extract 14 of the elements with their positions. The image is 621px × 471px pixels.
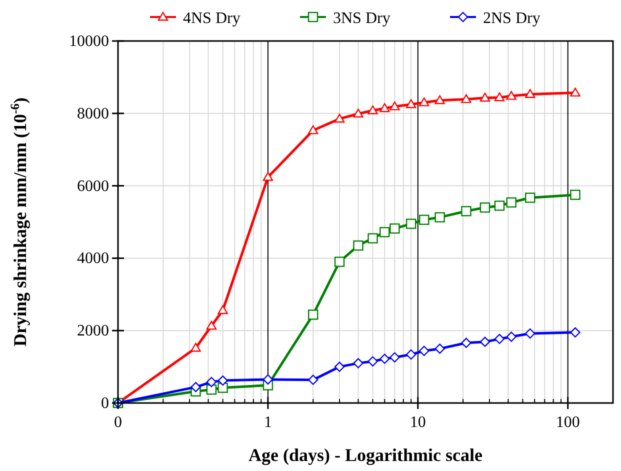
y-tick-label: 10000 xyxy=(69,33,109,50)
legend-label: 4NS Dry xyxy=(183,10,240,27)
legend-label: 2NS Dry xyxy=(483,10,540,27)
legend-label: 3NS Dry xyxy=(333,10,390,27)
y-tick-label: 4000 xyxy=(77,250,109,268)
x-tick-label: 1 xyxy=(264,414,272,431)
y-tick-label: 6000 xyxy=(77,178,109,195)
x-tick-label: 100 xyxy=(556,414,580,431)
x-tick-label: 10 xyxy=(410,414,426,431)
y-tick-label: 2000 xyxy=(77,322,109,340)
x-axis-title: Age (days) - Logarithmic scale xyxy=(248,445,482,465)
x-tick-label: 0 xyxy=(114,414,122,431)
y-tick-label: 8000 xyxy=(77,105,109,122)
y-tick-label: 0 xyxy=(101,395,109,412)
